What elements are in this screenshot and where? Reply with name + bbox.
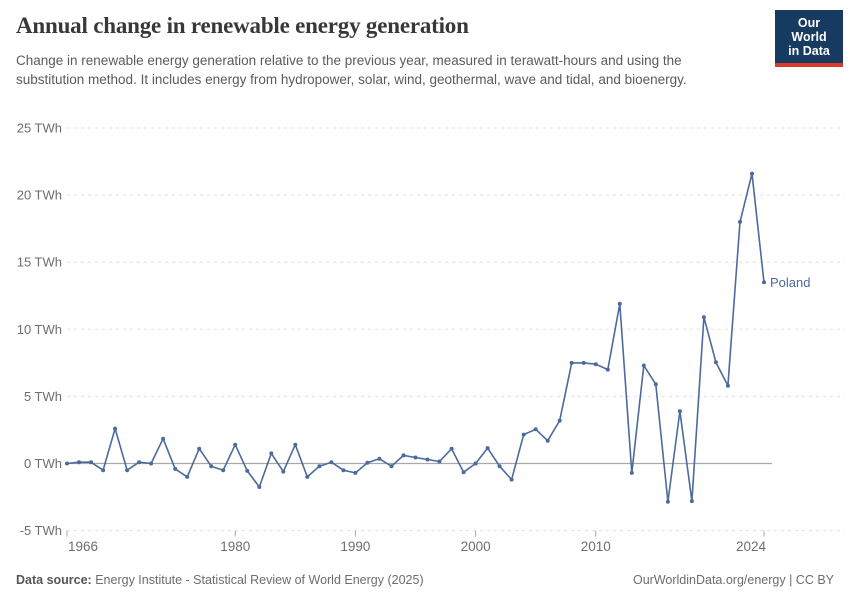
logo-text-line1: Our World (791, 16, 827, 44)
data-point (557, 418, 562, 423)
data-point (750, 171, 754, 176)
data-point (269, 451, 274, 456)
data-point (149, 461, 154, 466)
data-point (329, 460, 334, 465)
x-axis-label: 1966 (68, 539, 98, 554)
data-point (701, 315, 706, 320)
data-point (401, 453, 406, 458)
data-point (641, 363, 646, 368)
data-point (293, 442, 298, 447)
data-point (449, 446, 454, 451)
data-point (353, 470, 358, 475)
data-point (173, 466, 178, 471)
data-point (485, 446, 490, 451)
data-point (281, 469, 286, 474)
data-point (545, 438, 550, 443)
y-axis-label: 0 TWh (24, 456, 62, 471)
data-point (629, 470, 634, 475)
data-point (305, 474, 310, 479)
data-point (677, 409, 682, 414)
y-axis-label: 20 TWh (17, 188, 62, 203)
data-point (101, 468, 106, 473)
data-point (533, 427, 538, 432)
y-axis-label: 5 TWh (24, 389, 62, 404)
data-source: Data source: Energy Institute - Statisti… (16, 573, 424, 587)
x-axis-label: 1980 (220, 539, 250, 554)
chart-subtitle: Change in renewable energy generation re… (16, 53, 687, 87)
y-axis-label: 15 TWh (17, 255, 62, 270)
data-point (413, 455, 418, 460)
chart-title: Annual change in renewable energy genera… (16, 13, 469, 38)
data-point (389, 464, 394, 469)
data-point (65, 461, 69, 466)
logo-text-line2: in Data (788, 44, 830, 58)
data-point (521, 432, 526, 437)
data-point (725, 383, 730, 388)
x-axis-label: 1990 (340, 539, 370, 554)
data-point (473, 461, 478, 466)
data-source-text: Energy Institute - Statistical Review of… (95, 573, 424, 587)
x-axis-label: 2000 (461, 539, 491, 554)
credit-text: OurWorldinData.org/energy | CC BY (632, 573, 834, 587)
data-point (209, 464, 214, 469)
data-point (509, 477, 514, 482)
data-point (317, 464, 322, 469)
data-source-label: Data source: (16, 573, 92, 587)
chart-footer: Data source: Energy Institute - Statisti… (16, 573, 834, 587)
owid-logo: Our World in Data (775, 10, 843, 67)
data-point (77, 460, 81, 465)
data-point (461, 470, 466, 475)
data-point (125, 468, 130, 473)
data-point (365, 460, 370, 465)
data-point (425, 457, 430, 462)
data-point (437, 459, 442, 464)
x-axis-label: 2010 (581, 539, 611, 554)
data-point (497, 464, 502, 469)
entity-label: Poland (770, 275, 810, 290)
data-point (233, 442, 238, 447)
x-axis-label: 2024 (736, 539, 767, 554)
data-point (245, 468, 250, 473)
data-point (89, 460, 93, 465)
data-point (569, 360, 574, 365)
data-point (377, 456, 382, 461)
data-point (221, 468, 226, 473)
data-point (689, 499, 694, 504)
data-point (605, 367, 610, 372)
data-point (257, 485, 262, 489)
data-point (665, 499, 670, 504)
data-point (185, 474, 190, 479)
y-axis-label: -5 TWh (20, 523, 62, 538)
data-point (713, 360, 718, 365)
data-point (738, 219, 742, 224)
data-point (653, 382, 658, 387)
data-point (762, 280, 766, 285)
y-axis-label: 10 TWh (17, 322, 62, 337)
data-point (617, 301, 622, 306)
data-point (197, 446, 202, 451)
data-point (341, 468, 346, 473)
data-point (113, 426, 118, 431)
y-axis-label: 25 TWh (17, 121, 62, 136)
data-point (593, 362, 598, 367)
data-point (161, 436, 166, 441)
data-point (581, 360, 586, 365)
data-point (137, 460, 142, 465)
data-line (66, 172, 765, 503)
